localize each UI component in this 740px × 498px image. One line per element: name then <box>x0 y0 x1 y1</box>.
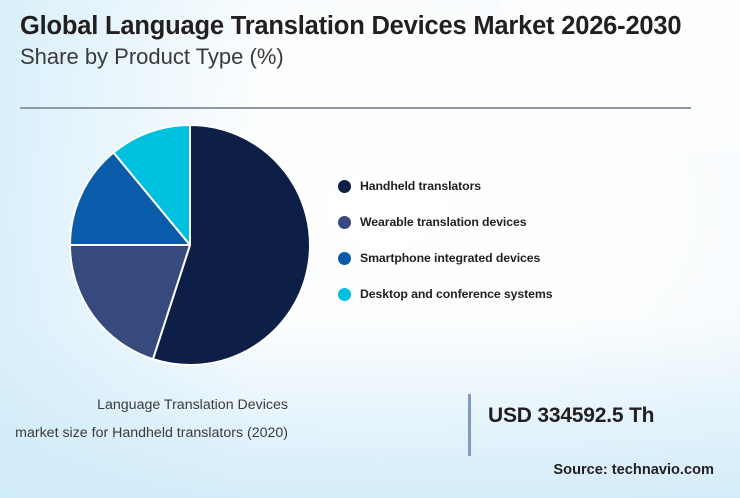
circle-marker-icon <box>338 215 351 229</box>
header: Global Language Translation Devices Mark… <box>20 12 692 71</box>
circle-marker-icon <box>338 251 351 265</box>
legend-item[interactable]: Desktop and conference systems <box>338 276 668 312</box>
legend-item-label: Wearable translation devices <box>360 215 527 229</box>
legend-item[interactable]: Wearable translation devices <box>338 204 668 240</box>
stat-caption: Language Translation Devices market size… <box>0 392 288 447</box>
page-subtitle: Share by Product Type (%) <box>20 44 284 70</box>
pie-slice[interactable] <box>69 244 191 361</box>
pie-slice[interactable] <box>112 124 191 246</box>
legend-item[interactable]: Smartphone integrated devices <box>338 240 668 276</box>
stat-caption-line-1: Language Translation Devices <box>97 397 288 413</box>
legend-item-label: Smartphone integrated devices <box>360 251 541 265</box>
legend-item-label: Handheld translators <box>360 179 481 193</box>
legend-item-label: Desktop and conference systems <box>360 287 553 301</box>
stat-divider <box>468 394 471 456</box>
circle-marker-icon <box>338 179 351 193</box>
pie-slice[interactable] <box>151 124 311 366</box>
pie-slice-group <box>69 124 311 366</box>
source-attribution: Source: technavio.com <box>553 462 714 478</box>
highlight-stat: Language Translation Devices market size… <box>15 392 680 456</box>
page-title: Global Language Translation Devices Mark… <box>20 12 682 40</box>
legend-item[interactable]: Handheld translators <box>338 168 668 204</box>
pie-chart <box>69 124 311 366</box>
header-divider <box>20 107 691 109</box>
chart-legend: Handheld translators Wearable translation… <box>338 168 668 312</box>
circle-marker-icon <box>338 287 351 301</box>
stat-value: USD 334592.5 Th <box>488 404 655 427</box>
stat-caption-line-2: market size for Handheld translators (20… <box>15 424 288 441</box>
pie-chart-svg <box>69 124 311 366</box>
pie-slice[interactable] <box>69 151 191 246</box>
